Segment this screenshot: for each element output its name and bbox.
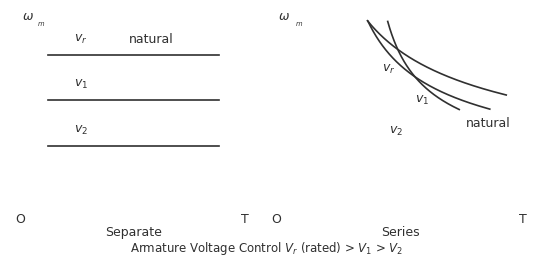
Text: $\omega$: $\omega$	[22, 10, 34, 23]
Text: Series: Series	[381, 226, 420, 239]
Text: Separate: Separate	[105, 226, 162, 239]
Text: $v_{1}$: $v_{1}$	[74, 78, 88, 91]
Text: natural: natural	[129, 33, 174, 46]
Text: $v_{2}$: $v_{2}$	[389, 125, 403, 138]
Text: O: O	[271, 213, 281, 226]
Text: T: T	[241, 213, 248, 226]
Text: $v_{r}$: $v_{r}$	[382, 63, 395, 76]
Text: O: O	[15, 213, 25, 226]
Text: $v_{1}$: $v_{1}$	[414, 94, 429, 107]
Text: natural: natural	[466, 117, 511, 131]
Text: $v_{r}$: $v_{r}$	[74, 33, 87, 46]
Text: $_m$: $_m$	[37, 19, 45, 29]
Text: Armature Voltage Control $V_r$ (rated) > $V_1$ > $V_2$: Armature Voltage Control $V_r$ (rated) >…	[130, 240, 404, 257]
Text: $\omega$: $\omega$	[278, 10, 290, 23]
Text: $v_{2}$: $v_{2}$	[74, 124, 88, 137]
Text: $_m$: $_m$	[295, 19, 303, 29]
Text: T: T	[519, 213, 527, 226]
